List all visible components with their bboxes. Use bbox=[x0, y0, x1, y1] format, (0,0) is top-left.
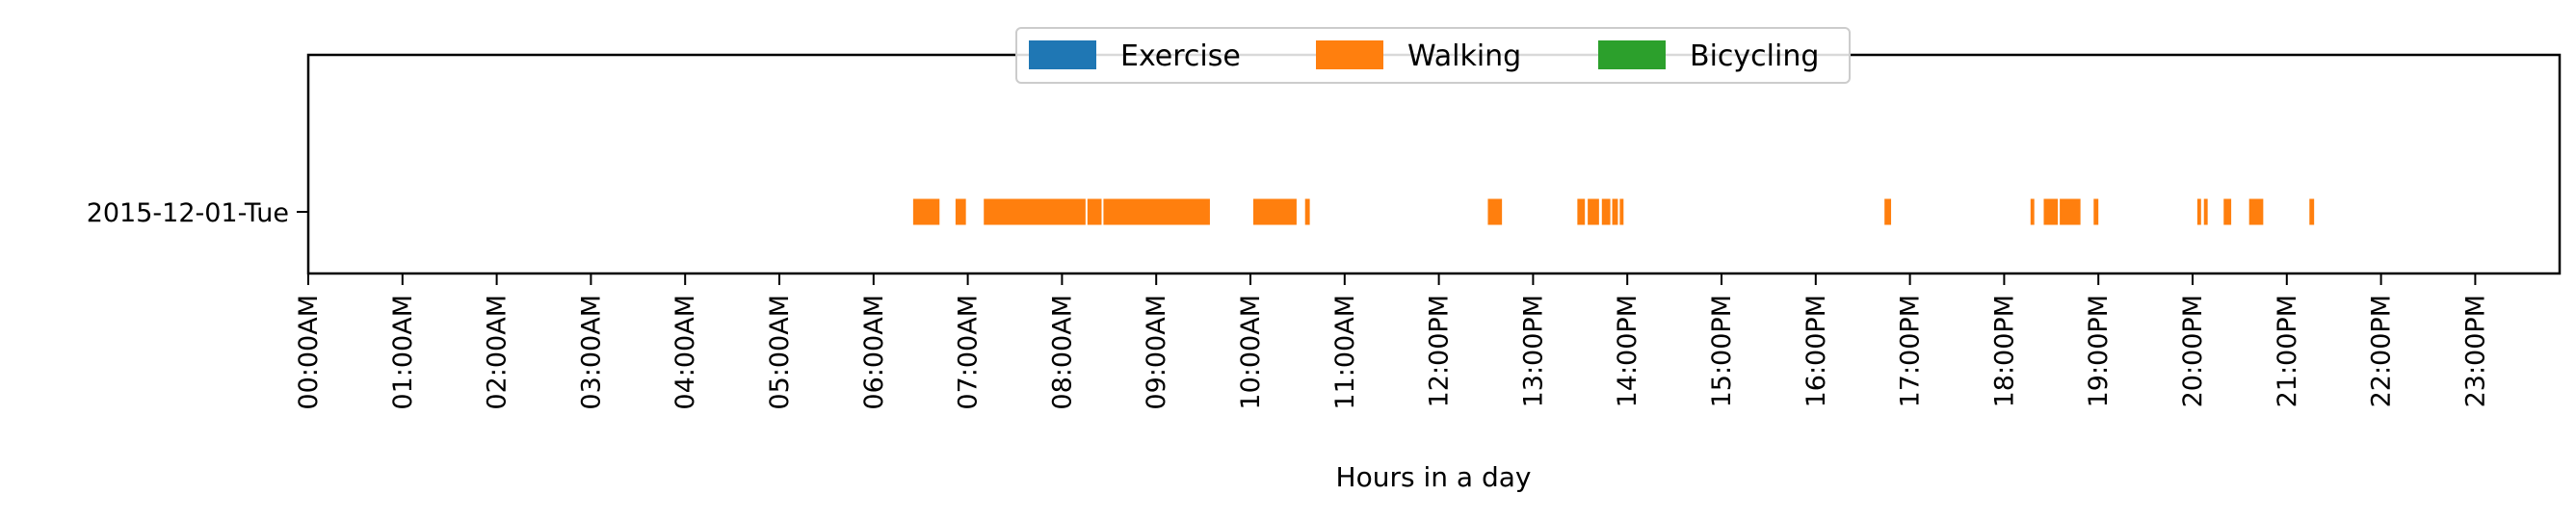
bar-walking bbox=[2060, 198, 2081, 225]
bar-walking bbox=[1588, 198, 1599, 225]
bar-walking bbox=[2196, 198, 2201, 225]
x-tick-label: 09:00AM bbox=[1142, 295, 1171, 410]
bar-walking bbox=[1103, 198, 1210, 225]
legend-swatch-bicycling bbox=[1598, 40, 1666, 69]
plot-frame bbox=[306, 53, 2562, 275]
bar-walking bbox=[955, 198, 966, 225]
x-tick-label: 20:00PM bbox=[2178, 295, 2208, 407]
x-tick-label: 08:00AM bbox=[1047, 295, 1077, 410]
legend-swatch-exercise bbox=[1029, 40, 1096, 69]
bar-walking bbox=[1612, 198, 1618, 225]
x-tick-label: 12:00PM bbox=[1425, 295, 1455, 407]
x-tick-label: 14:00PM bbox=[1613, 295, 1643, 407]
bar-walking bbox=[1252, 198, 1297, 225]
x-axis: 00:00AM 01:00AM 02:00AM 03:00AM 04:00AM 05:00… bbox=[294, 273, 2490, 410]
x-tick-label: 07:00AM bbox=[954, 295, 984, 410]
x-tick-label: 18:00PM bbox=[1989, 295, 2019, 407]
timeline-bars bbox=[912, 198, 2315, 225]
bar-walking bbox=[1884, 198, 1892, 225]
bar-walking bbox=[2093, 198, 2099, 225]
legend: Exercise Walking Bicycling bbox=[1015, 27, 1851, 84]
x-tick-label: 02:00AM bbox=[483, 295, 513, 410]
bar-walking bbox=[1601, 198, 1611, 225]
x-tick-label: 04:00AM bbox=[670, 295, 700, 410]
bar-walking bbox=[2043, 198, 2059, 225]
legend-label-exercise: Exercise bbox=[1120, 39, 1241, 73]
x-tick-label: 13:00PM bbox=[1518, 295, 1548, 407]
x-tick-label: 05:00AM bbox=[765, 295, 795, 410]
x-tick-label: 06:00AM bbox=[859, 295, 889, 410]
legend-label-bicycling: Bicycling bbox=[1690, 39, 1819, 73]
bar-walking bbox=[2248, 198, 2264, 225]
x-tick-label: 17:00PM bbox=[1896, 295, 1926, 407]
x-tick-label: 10:00AM bbox=[1236, 295, 1266, 410]
x-tick-label: 21:00PM bbox=[2273, 295, 2302, 407]
x-axis-label: Hours in a day bbox=[1336, 461, 1532, 493]
x-tick-label: 23:00PM bbox=[2460, 295, 2490, 407]
x-tick-label: 22:00PM bbox=[2367, 295, 2397, 407]
bar-walking bbox=[912, 198, 940, 225]
y-tick-label: 2015-12-01-Tue bbox=[87, 198, 289, 228]
bar-walking bbox=[1087, 198, 1102, 225]
x-tick-label: 11:00AM bbox=[1330, 295, 1360, 410]
bar-walking bbox=[1304, 198, 1310, 225]
x-tick-label: 15:00PM bbox=[1707, 295, 1737, 407]
bar-walking bbox=[1619, 198, 1624, 225]
y-axis: 2015-12-01-Tue bbox=[87, 198, 308, 228]
x-tick-label: 01:00AM bbox=[388, 295, 418, 410]
legend-label-walking: Walking bbox=[1407, 39, 1521, 73]
bar-walking bbox=[1487, 198, 1503, 225]
bar-walking bbox=[2203, 198, 2208, 225]
bar-walking bbox=[2030, 198, 2035, 225]
bar-walking bbox=[2223, 198, 2232, 225]
bar-walking bbox=[2309, 198, 2315, 225]
x-tick-label: 16:00PM bbox=[1801, 295, 1831, 407]
bar-walking bbox=[1577, 198, 1586, 225]
x-tick-label: 00:00AM bbox=[294, 295, 324, 410]
bar-walking bbox=[984, 198, 1086, 225]
legend-swatch-walking bbox=[1316, 40, 1383, 69]
x-tick-label: 19:00PM bbox=[2084, 295, 2114, 407]
x-tick-label: 03:00AM bbox=[576, 295, 606, 410]
